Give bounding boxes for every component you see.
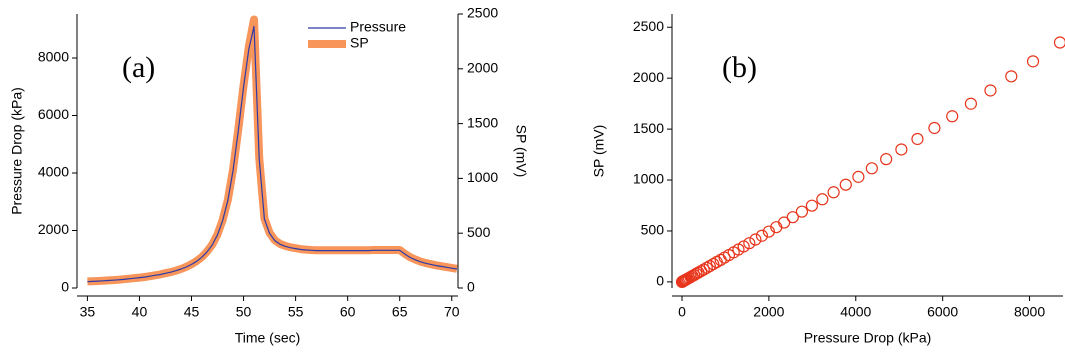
- scatter-point: [805, 199, 818, 212]
- x-tick-label: 0: [678, 304, 686, 320]
- y2-axis-title: SP (mV): [513, 125, 529, 178]
- scatter-point: [786, 211, 799, 224]
- y-tick-label: 500: [641, 222, 665, 238]
- x-axis-title: Pressure Drop (kPa): [804, 330, 932, 346]
- scatter-point: [928, 121, 941, 135]
- scatter-point: [984, 84, 997, 97]
- scatter-point: [816, 193, 829, 206]
- x-axis-title: Time (sec): [235, 330, 301, 346]
- x-tick-label: 60: [340, 304, 356, 320]
- scatter-point: [895, 143, 908, 156]
- x-tick-label: 6000: [927, 304, 958, 320]
- scatter-point: [1005, 70, 1018, 83]
- x-tick-label: 70: [444, 304, 460, 320]
- y2-tick-label: 1500: [467, 114, 498, 130]
- y-tick-label: 0: [656, 273, 664, 289]
- x-tick-label: 55: [288, 304, 304, 320]
- scatter-point: [964, 97, 977, 110]
- scatter-point: [1026, 55, 1040, 68]
- y2-tick-label: 500: [467, 224, 491, 240]
- scatter-point: [755, 229, 769, 242]
- scatter-point: [777, 216, 791, 229]
- y-tick-label: 1500: [633, 120, 664, 136]
- scatter-point: [911, 132, 924, 146]
- y-tick-label: 4000: [38, 164, 69, 180]
- scatter-point: [697, 263, 710, 276]
- y-axis-title: Pressure Drop (kPa): [9, 87, 25, 215]
- y-tick-label: 2500: [633, 18, 664, 34]
- scatter-point: [700, 261, 713, 274]
- y-tick-label: 0: [61, 279, 69, 295]
- y-tick-label: 2000: [633, 69, 664, 85]
- scatter-point: [762, 225, 775, 238]
- x-tick-label: 8000: [1014, 304, 1045, 320]
- scatter-point: [795, 205, 808, 218]
- legend-label: SP: [350, 35, 369, 51]
- y-axis-title: SP (mV): [591, 125, 607, 178]
- x-tick-label: 45: [184, 304, 200, 320]
- scatter-point: [749, 233, 762, 246]
- y-tick-label: 6000: [38, 106, 69, 122]
- y-tick-label: 8000: [38, 49, 69, 65]
- y2-tick-label: 0: [467, 279, 475, 295]
- x-tick-label: 2000: [753, 304, 784, 320]
- y2-tick-label: 1000: [467, 169, 498, 185]
- scatter-point: [880, 153, 893, 166]
- scatter-point: [865, 162, 878, 175]
- scatter-point: [946, 110, 959, 123]
- panel-label: (b): [722, 51, 757, 84]
- y2-tick-label: 2000: [467, 60, 498, 76]
- x-tick-label: 35: [80, 304, 96, 320]
- y-tick-label: 1000: [633, 171, 664, 187]
- panel-label: (a): [122, 51, 155, 84]
- y-tick-label: 2000: [38, 221, 69, 237]
- scatter-point: [839, 178, 852, 191]
- y2-tick-label: 2500: [467, 5, 498, 21]
- scatter-point: [852, 170, 865, 183]
- x-tick-label: 50: [236, 304, 252, 320]
- x-tick-label: 4000: [840, 304, 871, 320]
- scatter-point: [1053, 36, 1065, 49]
- x-tick-label: 65: [392, 304, 408, 320]
- legend-label: Pressure: [350, 19, 406, 35]
- series-line: [87, 25, 458, 283]
- x-tick-label: 40: [132, 304, 148, 320]
- scatter-point: [827, 186, 840, 199]
- scatter-point: [743, 237, 756, 250]
